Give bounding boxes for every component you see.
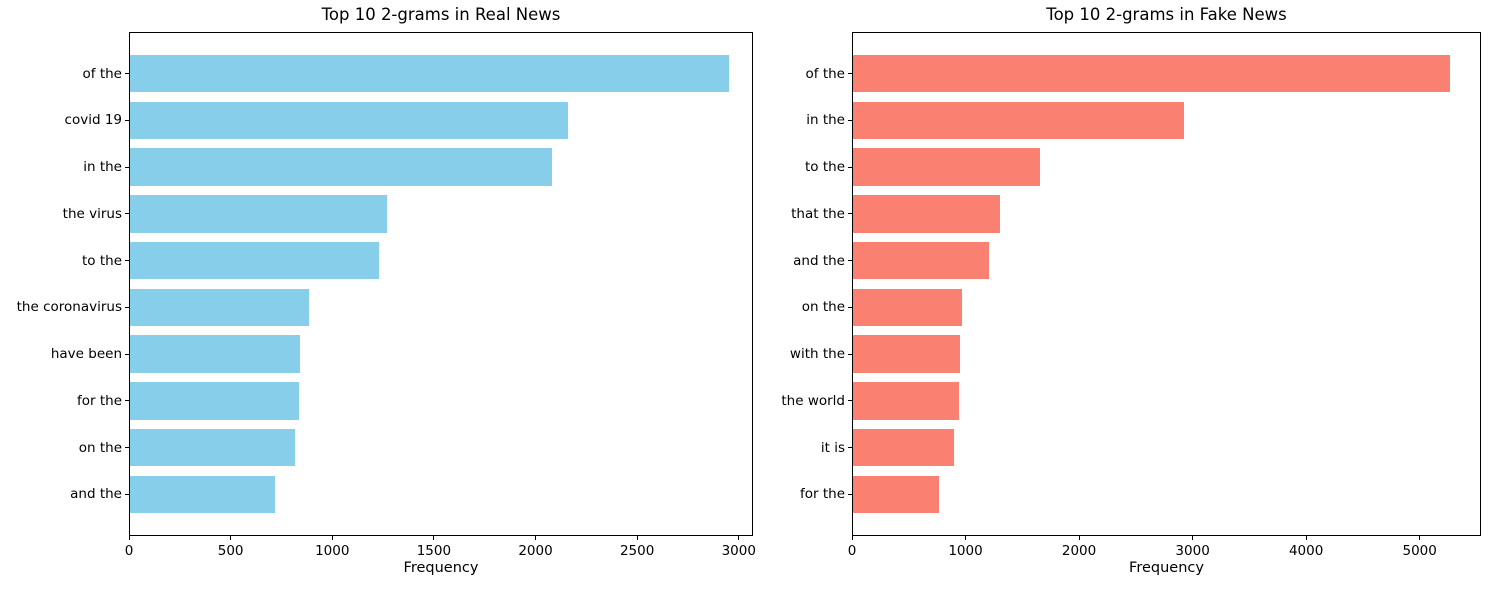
x-axis-label: Frequency bbox=[403, 560, 479, 576]
x-tick-label: 3000 bbox=[721, 543, 756, 559]
x-tick-mark bbox=[128, 536, 130, 540]
bar-and-the bbox=[130, 475, 276, 514]
chart-title: Top 10 2-grams in Fake News bbox=[1046, 5, 1287, 24]
x-tick-label: 4000 bbox=[1288, 543, 1324, 559]
y-tick-label: for the bbox=[799, 486, 845, 503]
y-tick-label: in the bbox=[806, 112, 845, 129]
x-tick-mark bbox=[230, 536, 232, 540]
y-tick-mark bbox=[125, 493, 129, 495]
bar-the-world bbox=[853, 382, 960, 420]
x-tick-label: 2500 bbox=[619, 543, 655, 559]
x-axis-label: Frequency bbox=[1129, 560, 1204, 576]
y-tick-label: covid 19 bbox=[64, 112, 122, 129]
y-tick-mark bbox=[125, 400, 129, 402]
y-tick-mark bbox=[125, 73, 129, 75]
x-tick-mark bbox=[851, 536, 853, 540]
y-tick-label: to the bbox=[805, 159, 845, 176]
y-tick-label: on the bbox=[78, 439, 122, 456]
bar-for-the bbox=[853, 475, 940, 514]
y-tick-mark bbox=[848, 119, 852, 121]
bar-to-the bbox=[130, 241, 379, 280]
y-tick-mark bbox=[848, 353, 852, 355]
x-tick-label: 500 bbox=[217, 543, 244, 559]
x-tick-mark bbox=[535, 536, 536, 540]
y-tick-mark bbox=[125, 119, 129, 121]
x-tick-mark bbox=[1192, 536, 1194, 540]
y-tick-label: of the bbox=[805, 65, 845, 82]
y-tick-mark bbox=[848, 213, 852, 215]
y-tick-mark bbox=[848, 306, 852, 308]
y-tick-label: to the bbox=[82, 252, 122, 269]
y-tick-label: and the bbox=[793, 252, 845, 269]
x-tick-mark bbox=[1305, 536, 1307, 540]
y-tick-mark bbox=[125, 353, 129, 355]
bar-on-the bbox=[853, 288, 963, 327]
x-tick-label: 0 bbox=[847, 543, 857, 559]
y-tick-label: in the bbox=[83, 159, 122, 176]
y-tick-label: the world bbox=[781, 392, 845, 409]
chart-title: Top 10 2-grams in Real News bbox=[321, 5, 561, 24]
y-tick-mark bbox=[848, 166, 852, 168]
x-tick-mark bbox=[331, 536, 333, 540]
y-tick-label: and the bbox=[70, 486, 122, 503]
bar-that-the bbox=[853, 195, 1000, 233]
y-tick-mark bbox=[848, 493, 852, 495]
y-tick-mark bbox=[125, 306, 129, 308]
y-tick-mark bbox=[848, 73, 852, 75]
bar-in-the bbox=[130, 148, 552, 186]
bar-with-the bbox=[853, 335, 960, 373]
y-tick-label: with the bbox=[789, 346, 845, 363]
y-tick-mark bbox=[125, 166, 129, 168]
x-tick-label: 1000 bbox=[315, 543, 350, 559]
y-tick-mark bbox=[125, 260, 129, 262]
x-tick-label: 5000 bbox=[1402, 543, 1437, 559]
bar-of-the bbox=[853, 54, 1451, 93]
y-tick-mark bbox=[125, 447, 129, 449]
y-tick-label: have been bbox=[50, 346, 122, 363]
x-tick-mark bbox=[1078, 536, 1080, 540]
bar-of-the bbox=[130, 54, 729, 93]
y-tick-label: on the bbox=[801, 299, 845, 316]
bar-in-the bbox=[853, 101, 1184, 140]
bar-covid-19 bbox=[130, 101, 569, 140]
y-tick-mark bbox=[125, 213, 129, 215]
bar-and-the bbox=[853, 241, 990, 280]
y-tick-label: of the bbox=[82, 65, 122, 82]
bar-to-the bbox=[853, 148, 1041, 186]
bar-on-the bbox=[130, 428, 295, 467]
bar-it-is bbox=[853, 428, 955, 467]
x-tick-mark bbox=[636, 536, 638, 540]
y-tick-label: for the bbox=[76, 392, 122, 409]
y-tick-mark bbox=[848, 400, 852, 402]
x-tick-label: 1000 bbox=[948, 543, 983, 559]
bar-the-virus bbox=[130, 195, 388, 233]
x-tick-mark bbox=[965, 536, 967, 540]
x-tick-label: 2000 bbox=[1061, 543, 1097, 559]
y-tick-mark bbox=[848, 447, 852, 449]
bar-have-been bbox=[130, 335, 300, 373]
x-tick-mark bbox=[738, 536, 740, 540]
y-tick-label: the virus bbox=[62, 205, 122, 222]
x-tick-label: 0 bbox=[124, 543, 134, 559]
x-tick-label: 1500 bbox=[416, 543, 452, 559]
x-tick-mark bbox=[433, 536, 435, 540]
x-tick-label: 2000 bbox=[518, 543, 553, 559]
x-tick-mark bbox=[1419, 536, 1421, 540]
y-tick-label: the coronavirus bbox=[16, 299, 122, 316]
x-tick-label: 3000 bbox=[1175, 543, 1210, 559]
y-tick-label: it is bbox=[820, 439, 845, 456]
y-tick-label: that the bbox=[791, 205, 845, 222]
bar-for-the bbox=[130, 382, 299, 420]
y-tick-mark bbox=[848, 260, 852, 262]
bar-the-coronavirus bbox=[130, 288, 309, 327]
